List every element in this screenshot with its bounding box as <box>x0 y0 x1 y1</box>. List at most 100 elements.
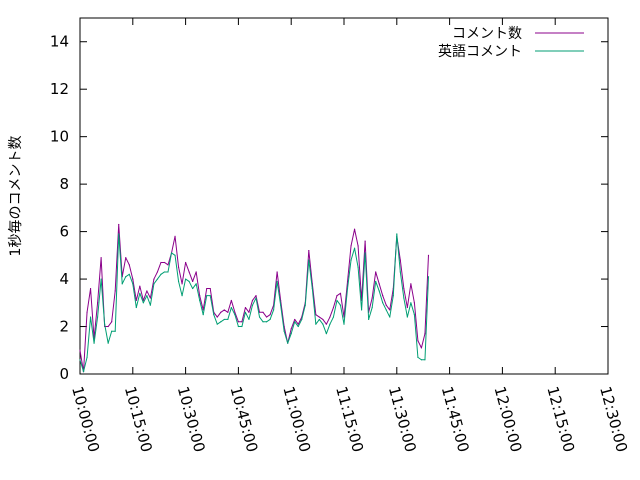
data-point <box>297 325 299 328</box>
data-point <box>128 264 130 266</box>
data-point <box>353 247 356 249</box>
data-point <box>146 290 148 292</box>
data-point <box>339 304 342 306</box>
data-point <box>350 245 352 247</box>
data-point <box>385 309 387 311</box>
data-point <box>389 316 391 318</box>
data-point <box>371 297 373 299</box>
data-point <box>177 266 180 268</box>
data-point <box>304 304 306 306</box>
data-point <box>318 318 320 321</box>
y-tick-label: 2 <box>59 318 69 336</box>
data-point <box>325 323 327 325</box>
data-point <box>420 359 423 361</box>
data-point <box>248 318 250 321</box>
x-tick-label: 12:15:00 <box>543 384 578 454</box>
data-point <box>276 271 278 273</box>
data-point <box>97 302 99 304</box>
data-point <box>251 304 254 306</box>
data-point <box>213 314 215 316</box>
data-point <box>294 321 296 323</box>
data-point <box>382 295 384 297</box>
legend-label: 英語コメント <box>438 43 522 60</box>
data-point <box>329 316 331 318</box>
data-point <box>177 280 180 283</box>
x-tick-label: 10:00:00 <box>68 384 103 454</box>
data-point <box>378 290 380 292</box>
data-point <box>332 316 335 318</box>
data-point <box>111 330 113 332</box>
data-point <box>413 302 415 304</box>
series-line-2 <box>79 233 429 373</box>
data-point <box>82 371 85 373</box>
data-point <box>258 316 261 318</box>
data-point <box>149 304 151 306</box>
data-point <box>290 333 292 335</box>
data-point <box>262 311 264 313</box>
data-point <box>427 254 430 256</box>
data-point <box>417 340 419 342</box>
data-point <box>322 323 324 325</box>
data-point <box>156 278 159 280</box>
data-point <box>118 223 120 226</box>
data-point <box>234 311 236 313</box>
x-tick-label: 11:45:00 <box>438 384 473 454</box>
data-point <box>206 295 208 297</box>
data-point <box>364 240 366 242</box>
data-point <box>403 297 405 299</box>
data-point <box>311 287 313 290</box>
data-point <box>241 321 243 323</box>
data-point <box>318 316 320 318</box>
x-tick-label: 11:30:00 <box>385 384 420 454</box>
data-point <box>86 356 88 358</box>
data-point <box>406 316 408 318</box>
data-point <box>343 323 345 325</box>
data-point <box>280 304 282 306</box>
data-point <box>209 295 211 297</box>
data-point <box>265 321 268 323</box>
data-point <box>301 318 303 321</box>
data-point <box>241 325 243 328</box>
data-point <box>357 266 359 268</box>
data-point <box>93 342 95 344</box>
data-point <box>216 323 218 325</box>
data-point <box>413 314 415 316</box>
data-point <box>262 321 264 323</box>
data-point <box>192 280 194 283</box>
data-point <box>185 261 187 264</box>
data-point <box>399 271 401 273</box>
data-point <box>121 283 123 285</box>
data-point <box>230 306 232 309</box>
data-point <box>287 342 289 344</box>
data-point <box>251 299 254 302</box>
data-point <box>427 276 430 278</box>
data-point <box>135 306 137 309</box>
data-point <box>276 280 278 283</box>
data-point <box>104 323 106 325</box>
y-tick-label: 6 <box>59 223 69 241</box>
data-point <box>79 349 81 351</box>
data-point <box>163 261 166 264</box>
data-point <box>258 311 261 313</box>
data-point <box>336 299 338 302</box>
data-point <box>86 311 88 313</box>
data-point <box>153 283 155 285</box>
data-point <box>174 254 176 256</box>
data-point <box>220 311 222 313</box>
data-point <box>371 306 373 309</box>
x-tick-label: 10:15:00 <box>121 384 156 454</box>
data-point <box>424 333 426 335</box>
data-point <box>199 295 201 297</box>
data-point <box>223 309 225 311</box>
data-point <box>382 302 384 304</box>
data-point <box>209 287 211 290</box>
data-point <box>308 249 310 252</box>
data-point <box>234 314 236 316</box>
data-point <box>329 323 331 325</box>
y-tick-label: 14 <box>50 33 69 51</box>
y-tick-label: 8 <box>59 175 69 193</box>
data-point <box>118 233 120 235</box>
data-point <box>385 304 387 306</box>
data-point <box>167 271 169 273</box>
data-point <box>396 233 398 235</box>
